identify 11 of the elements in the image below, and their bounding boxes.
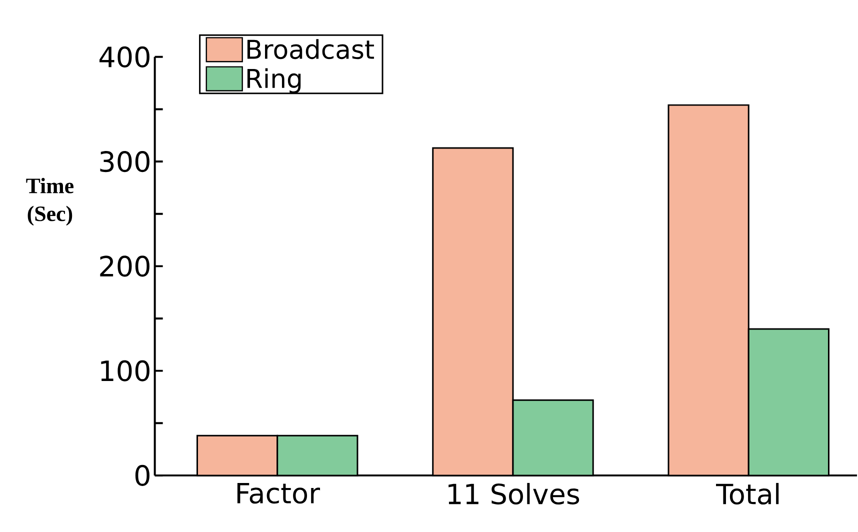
y-tick-label: 0: [135, 464, 150, 486]
y-tick-label: 200: [100, 255, 150, 277]
x-tick-label: Factor: [237, 482, 320, 504]
legend-label: Ring: [247, 68, 301, 94]
y-tick-label: 300: [100, 150, 150, 172]
legend-label: Broadcast: [247, 38, 374, 59]
y-tick-label: 400: [99, 46, 150, 68]
x-tick-label: Total: [716, 482, 779, 504]
y-tick-label: 100: [101, 360, 150, 382]
y-axis-title: Time (Sec): [26, 178, 74, 226]
x-tick-label: 11 Solves: [448, 482, 580, 504]
